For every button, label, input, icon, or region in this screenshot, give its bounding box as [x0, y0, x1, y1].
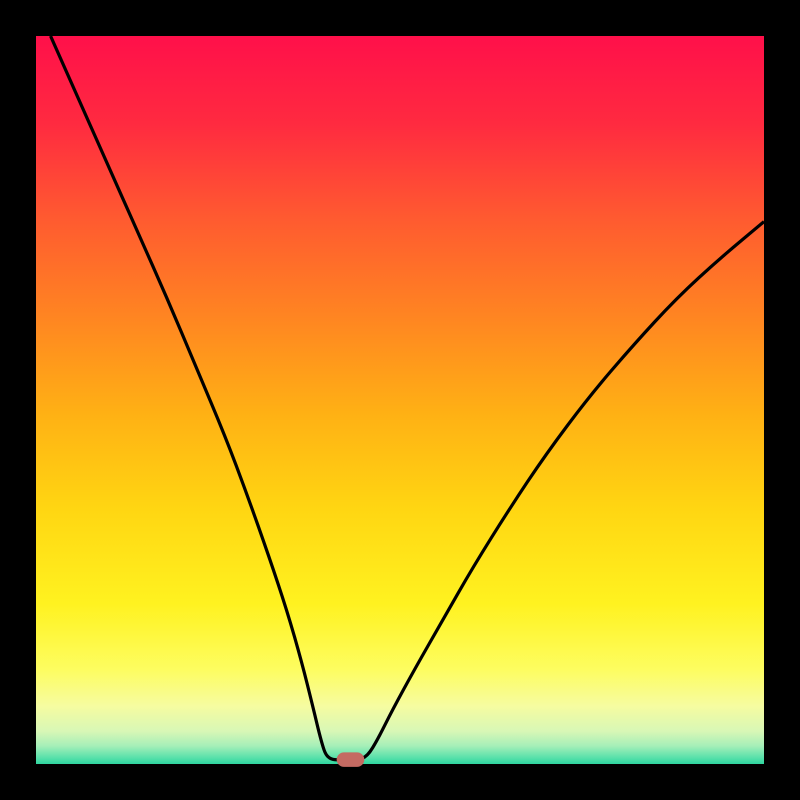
bottleneck-chart	[0, 0, 800, 800]
optimal-marker	[337, 752, 365, 767]
plot-background	[36, 36, 764, 764]
chart-container: TheBottleneck.com	[0, 0, 800, 800]
